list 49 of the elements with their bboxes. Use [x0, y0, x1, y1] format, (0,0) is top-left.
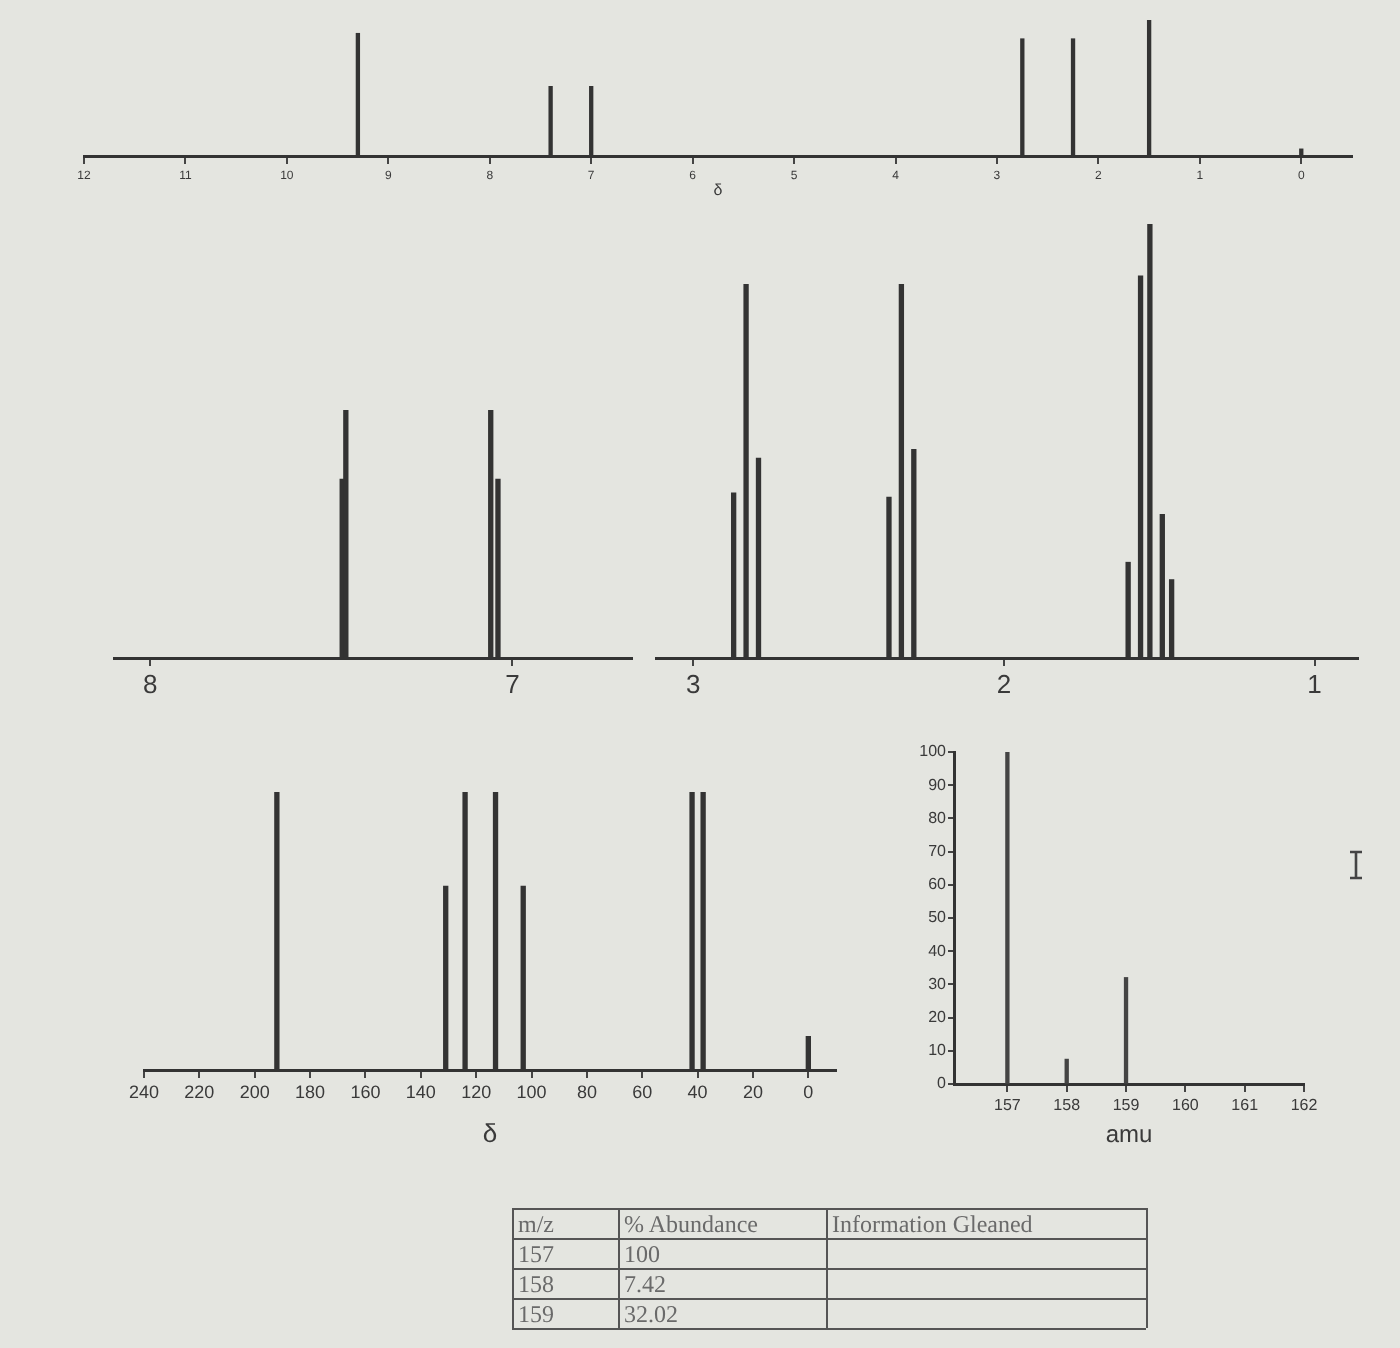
x-tick-label: 80 — [576, 1081, 597, 1102]
x-tick-label: 160 — [1172, 1096, 1200, 1115]
bar — [1064, 1058, 1069, 1084]
x-tick-label: 158 — [1053, 1096, 1082, 1115]
y-tick-label: 50 — [928, 908, 948, 927]
x-tick-label: 140 — [405, 1081, 436, 1102]
x-tick-label: 2 — [996, 668, 1012, 699]
x-tick-label: 100 — [516, 1081, 547, 1102]
text: 7.42 — [624, 1270, 666, 1298]
y-tick-label: 70 — [928, 842, 948, 861]
y-tick-label: 10 — [928, 1041, 948, 1060]
text: m/z — [518, 1210, 554, 1238]
x-axis-title: amu — [1105, 1120, 1153, 1149]
x-tick-label: 3 — [686, 668, 701, 699]
y-tick-label: 90 — [928, 775, 948, 794]
x-tick-label: 240 — [128, 1081, 160, 1102]
x-tick-label: 220 — [184, 1081, 215, 1102]
y-tick-label: 20 — [928, 1008, 948, 1027]
x-tick-label: 180 — [295, 1081, 326, 1102]
text: Information Gleaned — [832, 1210, 1033, 1238]
x-tick-label: 200 — [239, 1081, 270, 1102]
x-tick-label: 0 — [803, 1081, 814, 1102]
x-tick-label: 162 — [1290, 1096, 1319, 1115]
x-tick-label: 60 — [632, 1081, 653, 1102]
bar — [1123, 977, 1129, 1084]
y-tick-label: 40 — [928, 941, 948, 960]
y-tick-label: 30 — [928, 974, 948, 993]
text: 100 — [624, 1240, 660, 1268]
text: 157 — [518, 1240, 554, 1268]
x-tick-label: 161 — [1231, 1096, 1260, 1115]
y-tick-label: 100 — [919, 742, 948, 761]
y-tick-label: 80 — [928, 808, 948, 827]
x-tick-label: 159 — [1112, 1096, 1141, 1115]
x-tick-label: 160 — [350, 1081, 381, 1102]
text: 159 — [518, 1300, 554, 1328]
x-tick-label: 1 — [1307, 668, 1322, 699]
text: % Abundance — [624, 1210, 758, 1238]
text: 158 — [518, 1270, 554, 1298]
x-tick-label: 120 — [461, 1081, 492, 1102]
x-tick-label: 40 — [687, 1081, 708, 1102]
x-axis-title: δ — [482, 1117, 498, 1148]
x-tick-label: 8 — [142, 668, 158, 699]
y-tick-label: 60 — [928, 875, 948, 894]
x-tick-label: 157 — [994, 1096, 1022, 1115]
text: 32.02 — [624, 1300, 678, 1328]
bar — [1005, 752, 1010, 1084]
x-tick-label: 20 — [742, 1081, 763, 1102]
x-axis-title: δ — [713, 180, 724, 199]
x-tick-label: 7 — [505, 668, 520, 699]
